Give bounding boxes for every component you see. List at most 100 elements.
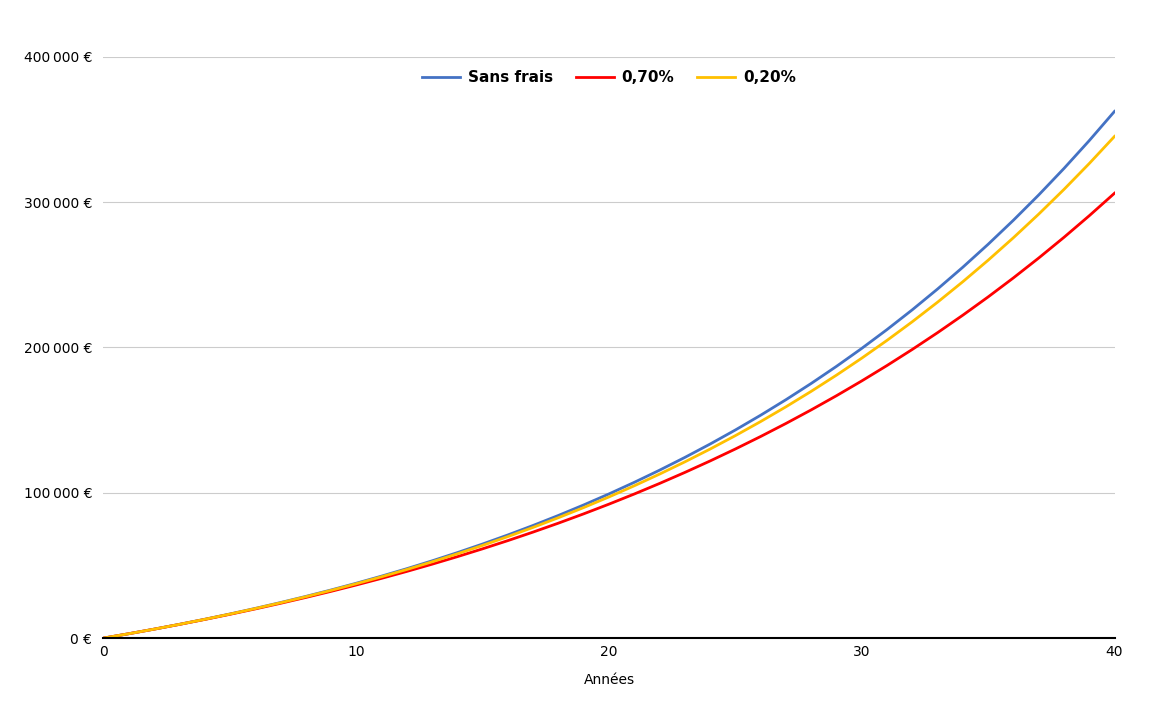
Sans frais bbox=[779, 396, 793, 404]
Sans frais bbox=[981, 240, 995, 249]
Sans frais bbox=[349, 579, 363, 588]
0,20% bbox=[273, 598, 287, 607]
Sans frais bbox=[703, 440, 717, 448]
Sans frais bbox=[1108, 107, 1121, 116]
0,20% bbox=[552, 513, 565, 522]
0,70% bbox=[931, 328, 944, 337]
X-axis label: Années: Années bbox=[584, 673, 634, 687]
0,20% bbox=[198, 615, 211, 624]
0,20% bbox=[375, 573, 388, 581]
0,20% bbox=[349, 579, 363, 588]
0,70% bbox=[122, 630, 136, 638]
0,20% bbox=[956, 277, 970, 286]
0,70% bbox=[273, 599, 287, 608]
0,20% bbox=[855, 354, 869, 362]
0,20% bbox=[476, 541, 489, 549]
Sans frais bbox=[880, 325, 894, 334]
0,70% bbox=[324, 587, 338, 596]
Sans frais bbox=[476, 540, 489, 548]
Sans frais bbox=[400, 564, 414, 573]
0,70% bbox=[299, 593, 313, 602]
0,20% bbox=[804, 387, 818, 396]
0,70% bbox=[349, 581, 363, 589]
0,70% bbox=[855, 376, 869, 385]
0,20% bbox=[728, 431, 742, 440]
0,70% bbox=[956, 311, 970, 320]
0,70% bbox=[1032, 254, 1046, 262]
0,70% bbox=[577, 510, 591, 518]
Sans frais bbox=[1082, 136, 1096, 145]
Sans frais bbox=[147, 625, 161, 633]
Sans frais bbox=[627, 478, 641, 486]
0,70% bbox=[1007, 274, 1020, 282]
0,20% bbox=[1082, 160, 1096, 168]
0,70% bbox=[476, 545, 489, 553]
0,20% bbox=[779, 403, 793, 411]
0,70% bbox=[627, 490, 641, 498]
0,20% bbox=[147, 625, 161, 633]
0,70% bbox=[375, 574, 388, 583]
0,70% bbox=[450, 552, 464, 561]
0,70% bbox=[880, 362, 894, 370]
Sans frais bbox=[172, 620, 186, 629]
Sans frais bbox=[450, 548, 464, 557]
Sans frais bbox=[223, 610, 237, 618]
Sans frais bbox=[501, 531, 515, 540]
Sans frais bbox=[855, 344, 869, 352]
Sans frais bbox=[931, 285, 944, 294]
0,70% bbox=[754, 432, 768, 441]
0,70% bbox=[1082, 211, 1096, 220]
0,20% bbox=[880, 336, 894, 345]
0,20% bbox=[1007, 233, 1020, 242]
Sans frais bbox=[273, 598, 287, 607]
0,70% bbox=[1057, 233, 1071, 242]
0,20% bbox=[905, 318, 919, 326]
Sans frais bbox=[122, 630, 136, 638]
0,20% bbox=[526, 523, 540, 532]
0,70% bbox=[198, 615, 211, 624]
0,20% bbox=[602, 493, 616, 501]
0,70% bbox=[905, 345, 919, 354]
Sans frais bbox=[602, 490, 616, 498]
0,20% bbox=[97, 634, 110, 642]
Line: 0,70%: 0,70% bbox=[103, 194, 1115, 638]
0,20% bbox=[627, 481, 641, 490]
Sans frais bbox=[653, 466, 666, 474]
0,20% bbox=[678, 457, 692, 466]
Sans frais bbox=[425, 557, 439, 565]
0,20% bbox=[450, 549, 464, 558]
0,70% bbox=[602, 500, 616, 508]
0,20% bbox=[172, 620, 186, 629]
0,20% bbox=[703, 445, 717, 453]
0,20% bbox=[754, 418, 768, 426]
0,70% bbox=[552, 519, 565, 527]
Legend: Sans frais, 0,70%, 0,20%: Sans frais, 0,70%, 0,20% bbox=[416, 65, 802, 91]
0,70% bbox=[981, 293, 995, 301]
0,20% bbox=[1032, 210, 1046, 218]
Sans frais bbox=[956, 263, 970, 272]
0,70% bbox=[400, 567, 414, 576]
0,20% bbox=[653, 470, 666, 479]
Sans frais bbox=[728, 425, 742, 434]
Sans frais bbox=[754, 411, 768, 420]
0,70% bbox=[501, 537, 515, 545]
Sans frais bbox=[830, 362, 843, 371]
0,70% bbox=[526, 527, 540, 536]
Sans frais bbox=[678, 453, 692, 462]
0,70% bbox=[97, 634, 110, 642]
0,20% bbox=[1108, 132, 1121, 140]
Sans frais bbox=[804, 379, 818, 388]
0,20% bbox=[981, 256, 995, 264]
0,70% bbox=[703, 457, 717, 465]
0,20% bbox=[122, 630, 136, 638]
0,70% bbox=[1108, 189, 1121, 198]
0,20% bbox=[577, 503, 591, 512]
0,20% bbox=[425, 557, 439, 566]
0,20% bbox=[501, 532, 515, 541]
0,70% bbox=[248, 605, 262, 613]
0,20% bbox=[248, 604, 262, 613]
0,70% bbox=[678, 468, 692, 476]
Sans frais bbox=[299, 592, 313, 601]
Sans frais bbox=[526, 521, 540, 530]
0,70% bbox=[804, 406, 818, 414]
